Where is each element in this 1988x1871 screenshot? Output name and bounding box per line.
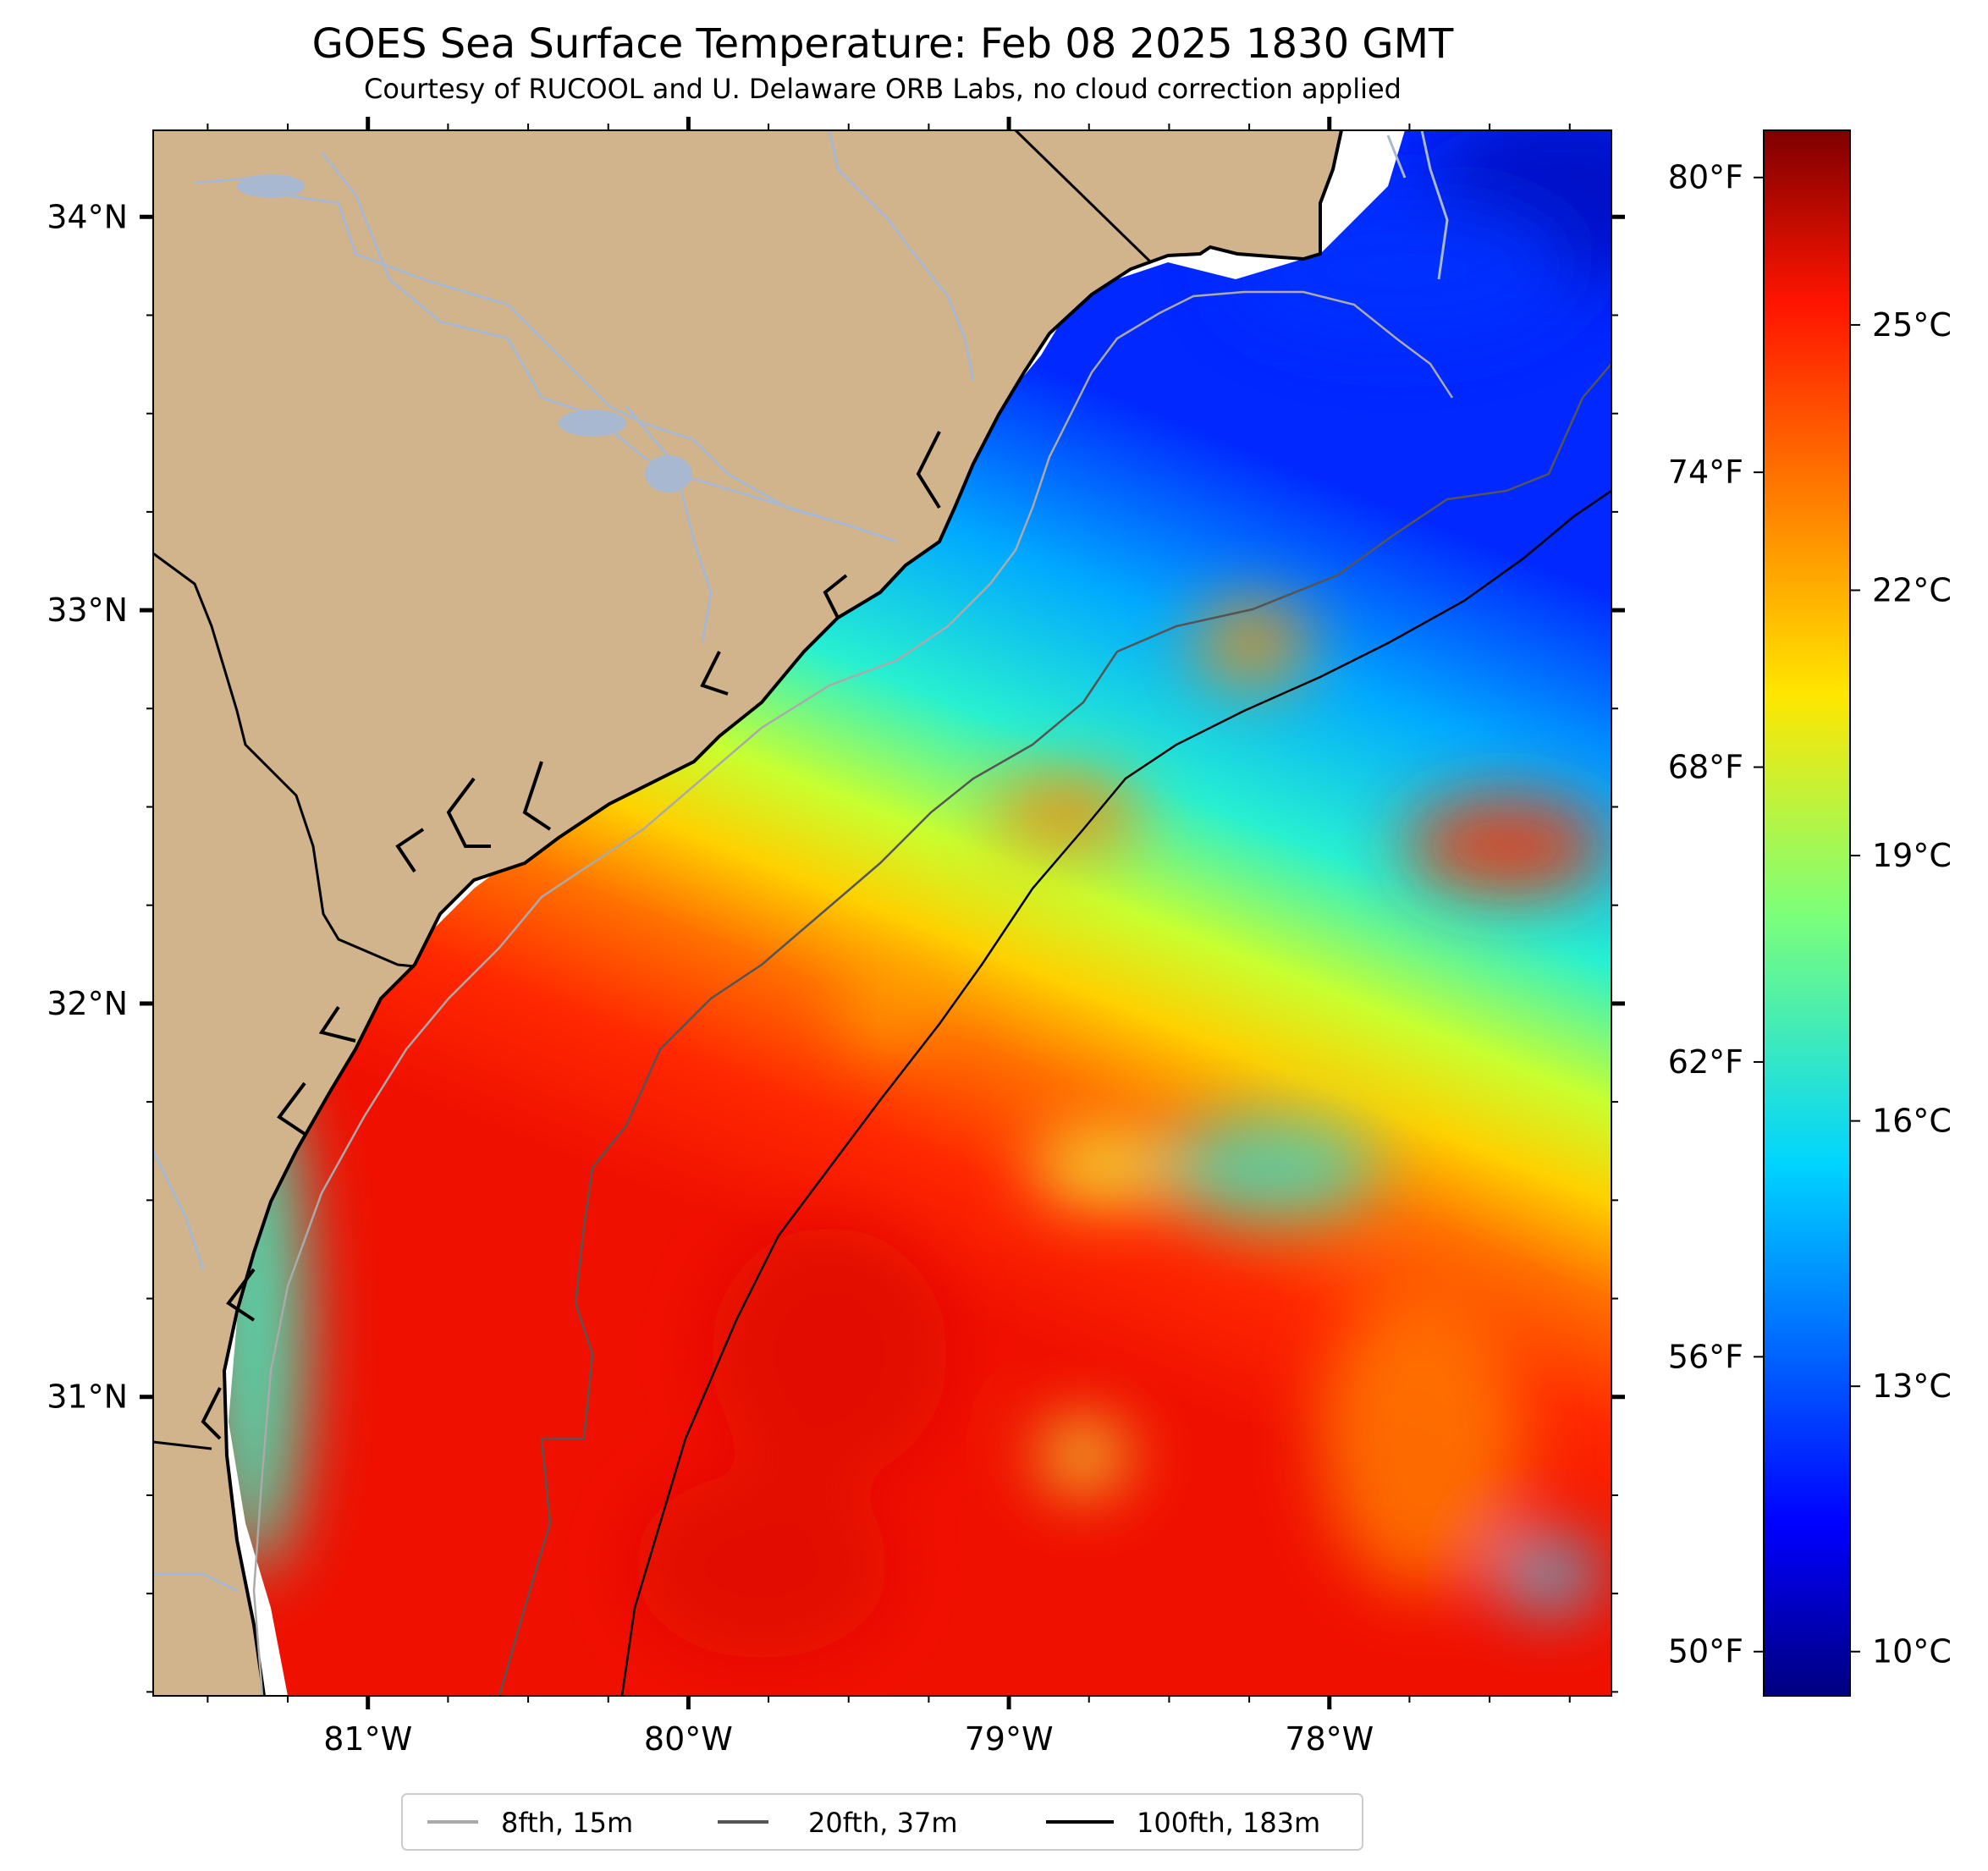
lon-tick-label: 78°W — [1285, 1720, 1374, 1758]
lon-tick-label: 80°W — [644, 1720, 733, 1758]
celsius-tick-label: 22°C — [1872, 572, 1952, 609]
fahrenheit-tick-label: 50°F — [1668, 1633, 1743, 1670]
lat-tick-label: 31°N — [47, 1378, 128, 1416]
lat-tick-label: 33°N — [47, 592, 128, 629]
fahrenheit-tick-label: 68°F — [1668, 749, 1743, 786]
coastline — [222, 130, 1343, 1696]
celsius-tick-label: 19°C — [1872, 837, 1952, 874]
map-ticks: 81°W 80°W 79°W 78°W 34°N 33°N 32°N 31°N — [47, 117, 1625, 1758]
fahrenheit-tick-label: 74°F — [1668, 454, 1743, 491]
celsius-tick-label: 13°C — [1872, 1367, 1952, 1405]
lat-tick-label: 34°N — [47, 198, 128, 235]
colorbar-ticks: 10°C 13°C 16°C 19°C 22°C 25°C 50°F 56°F 62°F 68°F… — [1668, 159, 1952, 1670]
legend-label-8fth: 8fth, 15m — [501, 1807, 633, 1839]
lon-tick-label: 81°W — [323, 1720, 412, 1758]
celsius-tick-label: 25°C — [1872, 306, 1952, 344]
isobath-8fth — [252, 290, 1454, 1696]
land — [153, 130, 1341, 1696]
colorbar — [1763, 129, 1851, 1697]
lake-marion — [645, 455, 692, 493]
figure-subtitle: Courtesy of RUCOOL and U. Delaware ORB L… — [364, 73, 1402, 105]
lat-tick-label: 32°N — [47, 985, 128, 1022]
state-borders — [153, 130, 1153, 1450]
lon-tick-label: 79°W — [965, 1720, 1054, 1758]
map-frame — [152, 129, 1612, 1697]
coastline-inlets — [201, 431, 941, 1440]
rivers — [153, 130, 1449, 1593]
celsius-tick-label: 10°C — [1872, 1633, 1952, 1670]
celsius-tick-label: 16°C — [1872, 1103, 1952, 1140]
lake-moultrie — [237, 174, 305, 198]
fahrenheit-tick-label: 56°F — [1668, 1338, 1743, 1375]
legend-label-20fth: 20fth, 37m — [808, 1807, 957, 1839]
fahrenheit-tick-label: 62°F — [1668, 1043, 1743, 1081]
legend-box — [401, 1793, 1363, 1851]
fahrenheit-tick-label: 80°F — [1668, 159, 1743, 196]
isobath-20fth — [498, 363, 1611, 1696]
figure-title: GOES Sea Surface Temperature: Feb 08 202… — [312, 20, 1454, 68]
lake-murray — [559, 410, 626, 437]
legend: 8fth, 15m 20fth, 37m 100fth, 183m — [401, 1793, 1363, 1851]
isobath-100fth — [620, 489, 1611, 1696]
map-panel — [153, 130, 1611, 1696]
legend-label-100fth: 100fth, 183m — [1137, 1807, 1320, 1839]
